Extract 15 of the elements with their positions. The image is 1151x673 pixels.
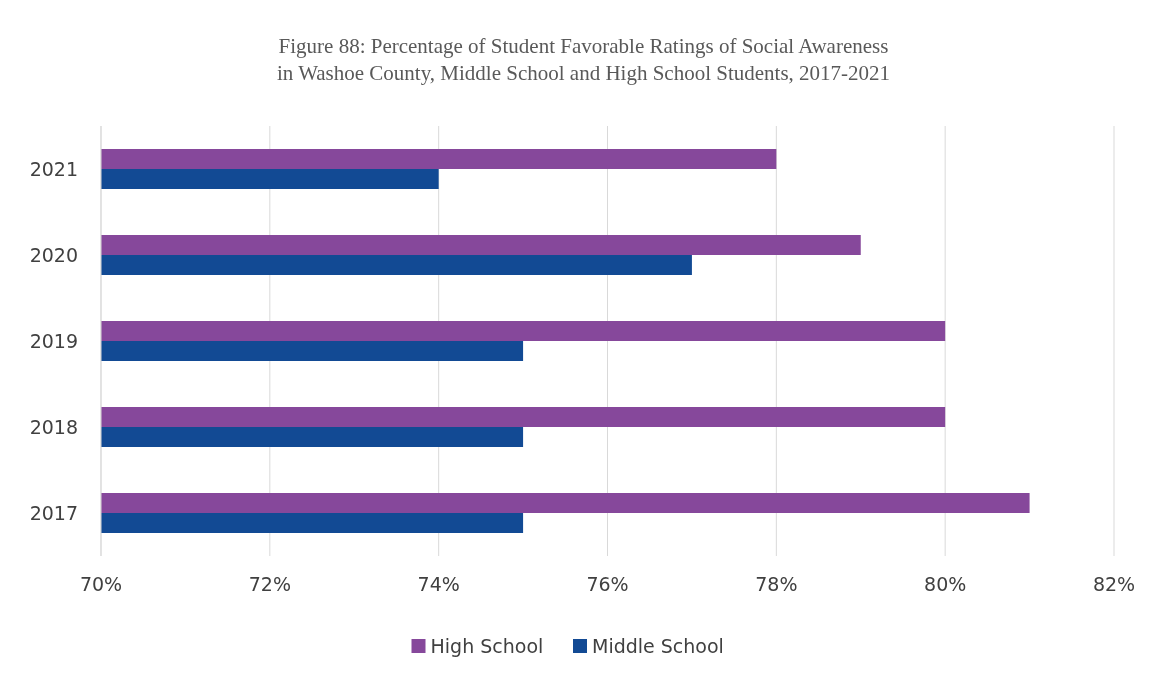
legend-label: High School <box>430 634 544 657</box>
x-tick-label: 74% <box>417 573 460 595</box>
y-tick-label: 2018 <box>29 415 78 438</box>
x-tick-label: 82% <box>1092 573 1136 595</box>
x-tick-label: 72% <box>248 573 291 595</box>
chart-title: Figure 88: Percentage of Student Favorable Ratings of Social Awareness in Washoe County, Middle School and High School Students, 2017-2021 <box>276 34 891 85</box>
x-tick-label: 78% <box>755 573 798 595</box>
y-tick-label: 2019 <box>29 329 78 352</box>
legend-label: Middle School <box>592 634 724 657</box>
x-tick-label: 76% <box>586 573 629 595</box>
x-tick-label: 70% <box>79 573 123 595</box>
y-tick-label: 2017 <box>29 501 78 524</box>
y-tick-label: 2021 <box>29 157 78 180</box>
x-tick-label: 80% <box>924 573 967 595</box>
y-tick-label: 2020 <box>29 243 78 266</box>
